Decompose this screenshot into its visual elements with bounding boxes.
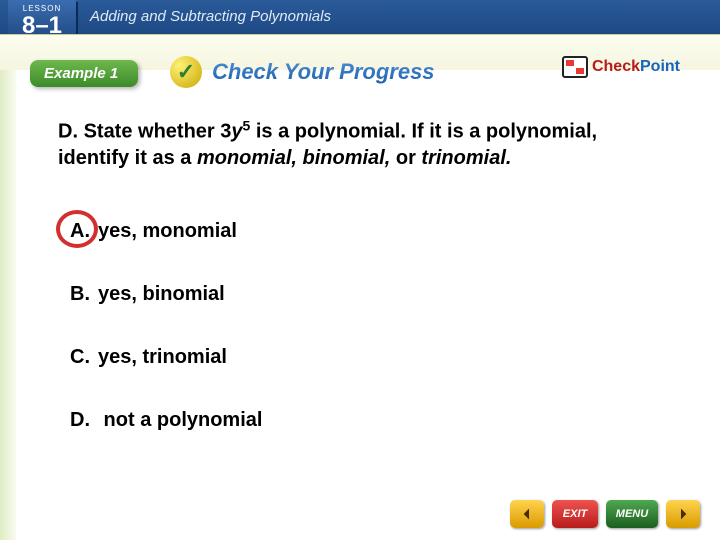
choice-b[interactable]: B.yes, binomial bbox=[70, 283, 262, 306]
choice-letter: C. bbox=[70, 346, 98, 369]
question-stem: D. State whether 3y5 is a polynomial. If… bbox=[58, 116, 668, 171]
choice-c[interactable]: C.yes, trinomial bbox=[70, 346, 262, 369]
checkpoint-point: Point bbox=[640, 58, 680, 76]
example-badge: Example 1 bbox=[30, 60, 138, 87]
correct-indicator-ring bbox=[56, 210, 98, 248]
nav-bar: EXIT MENU bbox=[510, 500, 700, 528]
choice-a[interactable]: A.yes, monomial bbox=[70, 220, 262, 243]
question-or: or bbox=[390, 147, 421, 169]
arrow-right-icon bbox=[675, 506, 691, 522]
prev-button[interactable] bbox=[510, 500, 544, 528]
cyp-label: Check Your Progress bbox=[212, 59, 435, 85]
checkpoint-badge: CheckPoint bbox=[562, 56, 680, 78]
answer-choices: A.yes, monomial B.yes, binomial C.yes, t… bbox=[70, 220, 262, 472]
choice-text: yes, trinomial bbox=[98, 346, 227, 368]
check-your-progress: ✓ Check Your Progress bbox=[170, 56, 435, 88]
term-monomial: monomial, bbox=[197, 147, 297, 169]
checkpoint-icon bbox=[562, 56, 588, 78]
menu-button[interactable]: MENU bbox=[606, 500, 658, 528]
check-circle-icon: ✓ bbox=[170, 56, 202, 88]
checkmark-icon: ✓ bbox=[177, 59, 195, 85]
choice-text: yes, binomial bbox=[98, 283, 225, 305]
choice-letter: D. bbox=[70, 409, 98, 432]
exit-button[interactable]: EXIT bbox=[552, 500, 598, 528]
exit-label: EXIT bbox=[563, 508, 587, 520]
term-binomial: binomial, bbox=[297, 147, 390, 169]
left-decorative-edge bbox=[0, 70, 16, 540]
choice-text: yes, monomial bbox=[98, 220, 237, 242]
choice-text: not a polynomial bbox=[98, 409, 262, 431]
checkpoint-check: Check bbox=[592, 58, 640, 76]
chapter-title: Adding and Subtracting Polynomials bbox=[90, 8, 331, 25]
choice-letter: B. bbox=[70, 283, 98, 306]
choice-d[interactable]: D. not a polynomial bbox=[70, 409, 262, 432]
arrow-left-icon bbox=[519, 506, 535, 522]
term-trinomial: trinomial. bbox=[421, 147, 511, 169]
menu-label: MENU bbox=[616, 508, 648, 520]
question-letter: D. bbox=[58, 121, 78, 143]
next-button[interactable] bbox=[666, 500, 700, 528]
question-var: y bbox=[231, 121, 242, 143]
question-lead: State whether 3 bbox=[84, 121, 232, 143]
